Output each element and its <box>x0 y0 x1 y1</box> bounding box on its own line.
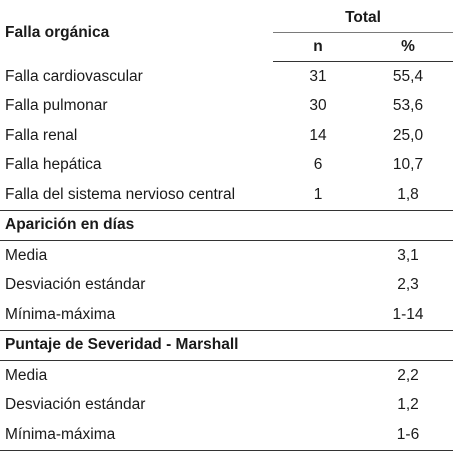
empty-cell <box>273 420 363 451</box>
count-cell: 6 <box>313 156 323 174</box>
percent-cell: 53,6 <box>392 97 424 115</box>
empty-cell <box>273 271 363 301</box>
table-row: Mínima-máxima 1-14 <box>0 300 453 330</box>
row-label: Desviación estándar <box>5 396 146 414</box>
section-header-row: Aparición en días <box>0 209 453 241</box>
row-label: Mínima-máxima <box>0 420 273 451</box>
value-cell: 3,1 <box>397 246 419 264</box>
value-cell: 1,2 <box>397 396 419 414</box>
section-title-marshall: Puntaje de Severidad - Marshall <box>0 329 453 361</box>
table-row: Falla hepática 6 10,7 <box>0 151 453 181</box>
empty-cell <box>273 241 363 271</box>
percent-cell: 10,7 <box>392 156 424 174</box>
value-cell: 2,3 <box>397 276 419 294</box>
percent-cell: 1,8 <box>397 185 419 203</box>
table-row: Mínima-máxima 1-6 <box>0 420 453 451</box>
percent-cell: 55,4 <box>392 67 424 85</box>
count-cell: 30 <box>309 97 327 115</box>
row-label: Falla renal <box>5 126 78 144</box>
row-label: Desviación estándar <box>5 276 146 294</box>
empty-cell <box>273 361 363 391</box>
row-label: Mínima-máxima <box>5 305 116 323</box>
organ-failure-table: Falla orgánica Total n % Falla cardiovas… <box>0 4 453 451</box>
table-row: Falla cardiovascular 31 55,4 <box>0 62 453 92</box>
percent-cell: 25,0 <box>392 126 424 144</box>
percent-column-header: % <box>363 32 453 62</box>
total-column-header: Total <box>273 4 453 33</box>
row-label: Falla cardiovascular <box>5 67 143 85</box>
header-row-group: Falla orgánica Total <box>0 4 453 41</box>
value-cell: 1-6 <box>363 420 453 451</box>
section-title-onset: Aparición en días <box>0 209 453 241</box>
count-cell: 31 <box>309 67 327 85</box>
row-label: Falla pulmonar <box>5 97 108 115</box>
row-label: Media <box>5 366 48 384</box>
count-cell: 14 <box>309 126 327 144</box>
empty-cell <box>273 391 363 421</box>
count-cell: 1 <box>313 185 323 203</box>
row-label-header: Falla orgánica <box>5 23 110 41</box>
table-row: Falla pulmonar 30 53,6 <box>0 92 453 122</box>
value-cell: 2,2 <box>397 366 419 384</box>
value-cell: 1-14 <box>392 305 424 323</box>
n-column-header: n <box>273 32 363 62</box>
table-row: Media 3,1 <box>0 241 453 271</box>
row-label: Falla hepática <box>5 156 102 174</box>
row-label: Media <box>5 246 48 264</box>
header-row-columns: n % <box>0 32 453 62</box>
table-row: Falla del sistema nervioso central 1 1,8 <box>0 180 453 210</box>
empty-cell <box>273 300 363 330</box>
table-row: Desviación estándar 2,3 <box>0 271 453 301</box>
section-header-row: Puntaje de Severidad - Marshall <box>0 329 453 361</box>
table-row: Media 2,2 <box>0 361 453 391</box>
row-label: Falla del sistema nervioso central <box>5 185 236 203</box>
table-row: Falla renal 14 25,0 <box>0 121 453 151</box>
table-row: Desviación estándar 1,2 <box>0 391 453 421</box>
